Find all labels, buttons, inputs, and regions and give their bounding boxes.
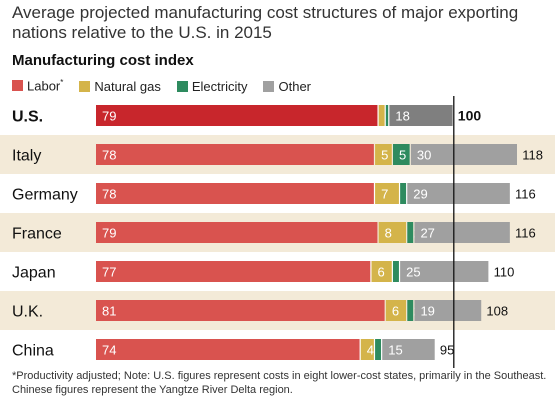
category-label-china: China [12,343,54,360]
legend-label-other: Other [278,78,311,94]
bar-uk-other [414,300,482,321]
value-label-china-natural-gas: 4 [367,343,374,358]
bar-us-labor [96,105,378,126]
bar-us-electricity [385,105,389,126]
total-label-germany: 116 [515,187,536,202]
value-label-france-natural-gas: 8 [385,226,392,241]
legend-label-electricity: Electricity [191,78,248,94]
value-label-france-other: 27 [420,226,434,241]
category-label-japan: Japan [12,265,56,282]
category-label-italy: Italy [12,148,41,165]
category-label-france: France [12,226,62,243]
bar-italy-other [410,144,518,165]
bar-japan-labor [96,261,371,282]
legend-label-labor: Labor* [27,78,64,94]
bar-uk-electricity [407,300,414,321]
legend-item-electricity: Electricity [176,78,248,94]
value-label-china-labor: 74 [102,343,116,358]
bar-germany-other [407,183,510,204]
value-label-italy-other: 30 [417,148,431,163]
bar-italy-natural-gas [375,144,392,165]
value-label-japan-labor: 77 [102,265,116,280]
value-label-japan-other: 25 [406,265,420,280]
footnote: *Productivity adjusted; Note: U.S. figur… [12,370,547,396]
legend-item-other: Other [263,79,311,94]
value-label-us-other: 18 [395,109,409,124]
bar-france-electricity [407,222,414,243]
bar-uk-natural-gas [385,300,407,321]
legend-swatch-other [263,80,275,92]
bar-france-natural-gas [378,222,407,243]
legend-label-natural-gas: Natural gas [94,78,161,94]
bar-china-electricity [375,339,382,360]
bar-us-other [389,105,453,126]
total-label-china: 95 [440,343,454,358]
bar-china-natural-gas [360,339,374,360]
value-label-uk-natural-gas: 6 [392,304,399,319]
chart-title: Average projected manufacturing cost str… [12,3,519,42]
value-label-germany-other: 29 [413,187,427,202]
legend-swatch-labor [12,80,23,92]
legend-item-natural-gas: Natural gas [79,78,161,94]
legend-swatch-electricity [176,80,188,92]
bar-germany-natural-gas [375,183,399,204]
value-label-uk-other: 19 [420,304,434,319]
bar-italy-electricity [392,144,410,165]
total-label-italy: 118 [522,148,543,163]
category-label-us: U.S. [12,109,43,126]
legend: Labor* Natural gas Electricity Other [12,77,327,95]
value-label-china-other: 15 [388,343,402,358]
bar-japan-other [400,261,489,282]
bar-uk-labor [96,300,385,321]
bar-france-labor [96,222,378,243]
legend-swatch-natural-gas [79,80,91,92]
value-label-italy-electricity: 5 [399,148,406,163]
stacked-bar-chart: U.S.7918100Italy785530118Germany78722911… [0,96,555,368]
total-label-us: 100 [458,108,482,124]
value-label-italy-labor: 78 [102,148,116,163]
total-label-france: 116 [515,226,536,241]
value-label-uk-labor: 81 [102,304,116,319]
legend-item-labor: Labor* [12,78,64,94]
category-label-uk: U.K. [12,304,43,321]
bar-japan-natural-gas [371,261,392,282]
value-label-germany-natural-gas: 7 [381,187,388,202]
bar-china-labor [96,339,360,360]
chart-subtitle: Manufacturing cost index [12,52,194,69]
bar-china-other [382,339,435,360]
total-label-uk: 108 [486,304,508,319]
bar-italy-labor [96,144,374,165]
value-label-us-labor: 79 [102,109,116,124]
bar-france-other [414,222,510,243]
bar-japan-electricity [392,261,399,282]
bar-germany-electricity [400,183,407,204]
category-label-germany: Germany [12,187,78,204]
total-label-japan: 110 [494,265,515,280]
value-label-germany-labor: 78 [102,187,116,202]
value-label-japan-natural-gas: 6 [378,265,385,280]
bar-germany-labor [96,183,374,204]
value-label-france-labor: 79 [102,226,116,241]
value-label-italy-natural-gas: 5 [381,148,388,163]
bar-us-natural-gas [378,105,385,126]
